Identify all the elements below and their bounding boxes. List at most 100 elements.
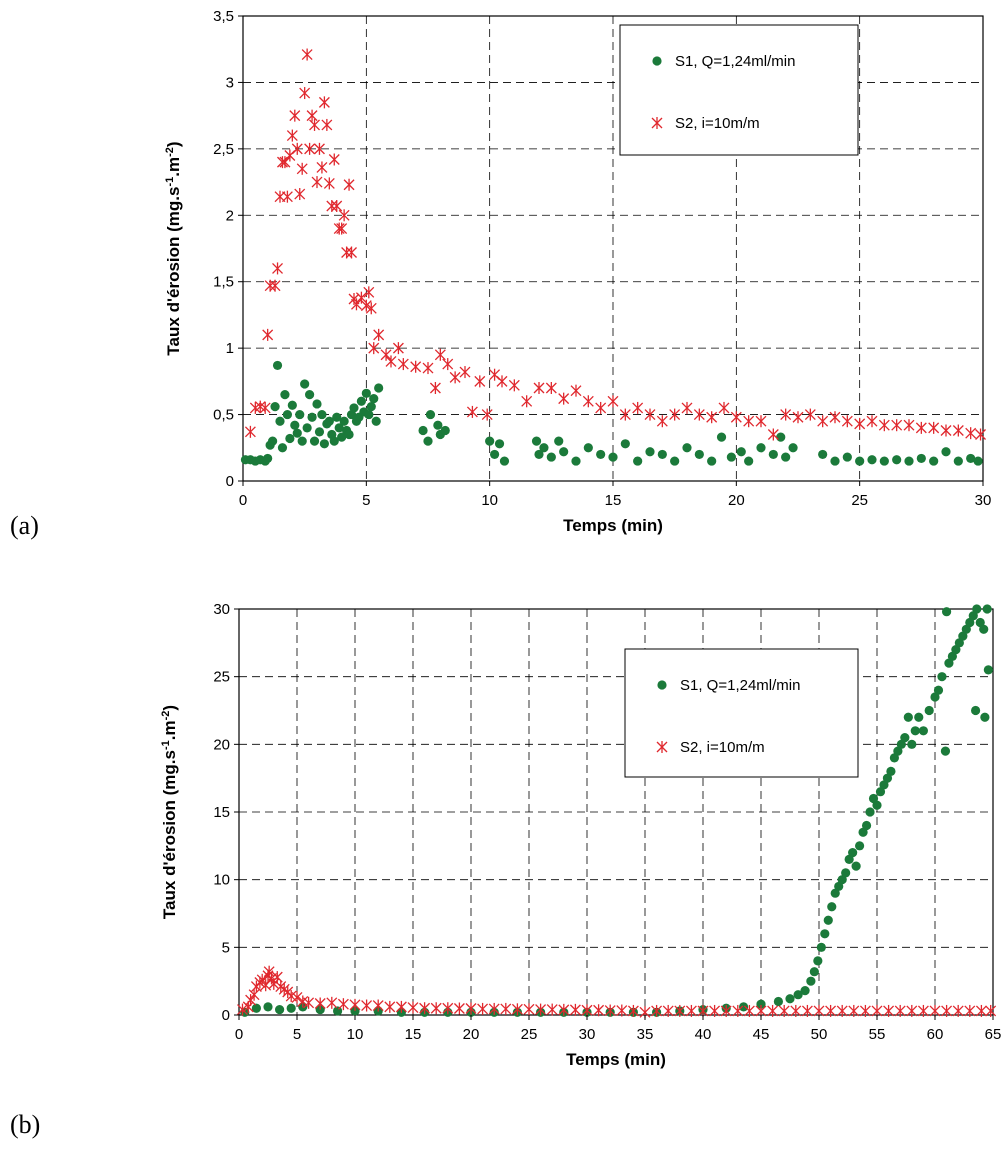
y-tick-label: 0,5 (213, 407, 234, 424)
data-point-s1 (305, 390, 315, 400)
data-point-s2 (326, 199, 338, 212)
data-point-s2 (363, 286, 375, 299)
data-point-s1 (882, 773, 893, 783)
data-point-s1 (768, 449, 778, 460)
data-point-s1 (903, 712, 913, 722)
data-point-s1 (286, 1003, 296, 1013)
data-point-s2 (442, 358, 454, 371)
x-tick-label: 0 (239, 492, 247, 509)
x-tick-label: 5 (293, 1026, 301, 1043)
data-point-s2 (248, 988, 260, 1001)
x-tick-label: 30 (579, 1026, 596, 1043)
data-point-s1 (268, 436, 278, 446)
data-point-s2 (604, 1004, 616, 1017)
data-point-s2 (346, 246, 357, 259)
data-point-s2 (511, 1003, 523, 1016)
x-tick-label: 10 (347, 1026, 364, 1043)
data-point-s1 (834, 881, 844, 892)
x-tick-label: 55 (869, 1026, 886, 1043)
data-point-s1 (280, 390, 290, 400)
x-tick-label: 0 (235, 1026, 243, 1043)
panel-label-b: (b) (10, 1110, 40, 1139)
data-point-s1 (583, 443, 593, 453)
data-point-s1 (645, 447, 655, 457)
data-point-s2 (474, 375, 486, 388)
data-point-s2 (685, 1004, 697, 1017)
data-point-s1 (954, 638, 964, 648)
data-point-s2 (917, 1004, 929, 1017)
data-point-s2 (262, 328, 274, 341)
data-point-s1 (904, 456, 914, 466)
data-point-s2 (523, 1003, 535, 1016)
y-tick-label: 2 (226, 207, 234, 224)
data-point-s1 (263, 453, 273, 464)
data-point-s2 (941, 1004, 953, 1017)
data-point-s2 (328, 153, 340, 166)
data-point-s1 (924, 705, 934, 716)
data-point-s1 (973, 456, 983, 466)
data-point-s2 (279, 156, 291, 169)
data-point-s2 (581, 1004, 593, 1017)
data-point-s2 (360, 299, 372, 312)
data-point-s2 (975, 428, 986, 441)
data-point-s1 (485, 436, 495, 446)
legend-marker-s2 (656, 741, 668, 753)
data-point-s2 (272, 262, 283, 275)
data-point-s2 (627, 1004, 639, 1017)
data-point-s2 (289, 109, 301, 122)
data-point-s1 (855, 841, 865, 851)
data-point-s1 (983, 665, 993, 675)
data-point-s2 (306, 109, 318, 122)
data-point-s1 (972, 604, 982, 614)
data-point-s1 (314, 427, 325, 437)
y-axis-title-a: Taux d'érosion (mg.s-1.m-2) (164, 141, 183, 355)
data-point-s1 (837, 875, 847, 885)
data-point-s1 (596, 449, 606, 460)
y-tick-label: 30 (213, 601, 230, 618)
data-point-s2 (351, 298, 362, 311)
data-point-s1 (670, 456, 680, 466)
data-point-s1 (820, 929, 830, 939)
y-axis-title-b: Taux d'érosion (mg.s-1.m-2) (160, 705, 179, 919)
data-point-s1 (309, 436, 320, 446)
data-point-s1 (433, 420, 443, 430)
data-point-s1 (868, 793, 879, 804)
data-point-s1 (285, 433, 295, 444)
data-point-s1 (361, 388, 371, 398)
data-point-s1 (312, 399, 322, 409)
data-point-s2 (582, 395, 594, 408)
data-point-s2 (952, 1004, 964, 1017)
chart-panel-b: 0 5 10 15 20 25 30 35 40 45 50 55 60 65 051015202530 … (10, 601, 1001, 1139)
data-point-s2 (453, 1002, 465, 1015)
data-point-s2 (271, 971, 283, 984)
legend-b: S1, Q=1,24ml/min S2, i=10m/m (624, 648, 859, 778)
data-point-s1 (842, 452, 852, 462)
x-tick-label: 20 (728, 492, 745, 509)
data-point-s2 (326, 996, 338, 1009)
data-point-s2 (466, 405, 478, 418)
legend-label-s1-a: S1, Q=1,24ml/min (675, 53, 795, 70)
data-point-s1 (317, 409, 327, 420)
data-point-s1 (942, 607, 952, 617)
data-point-s1 (818, 449, 828, 460)
data-point-s1 (865, 807, 875, 817)
data-point-s1 (809, 967, 819, 977)
data-point-s2 (277, 156, 288, 169)
data-point-s1 (910, 726, 920, 736)
data-point-s1 (940, 746, 951, 756)
data-point-s1 (275, 1004, 285, 1015)
data-point-s2 (299, 87, 311, 100)
data-point-s2 (718, 401, 730, 414)
data-point-s1 (726, 452, 737, 462)
data-point-s2 (755, 1004, 767, 1017)
data-point-s2 (341, 246, 353, 259)
legend-marker-s2 (651, 117, 663, 129)
data-point-s2 (801, 1004, 813, 1017)
data-point-s1 (776, 432, 786, 442)
data-point-s1 (440, 425, 450, 436)
y-tick-label: 3 (226, 74, 234, 91)
data-point-s2 (651, 1004, 663, 1017)
data-point-s2 (430, 1002, 442, 1015)
data-point-s2 (373, 328, 385, 341)
